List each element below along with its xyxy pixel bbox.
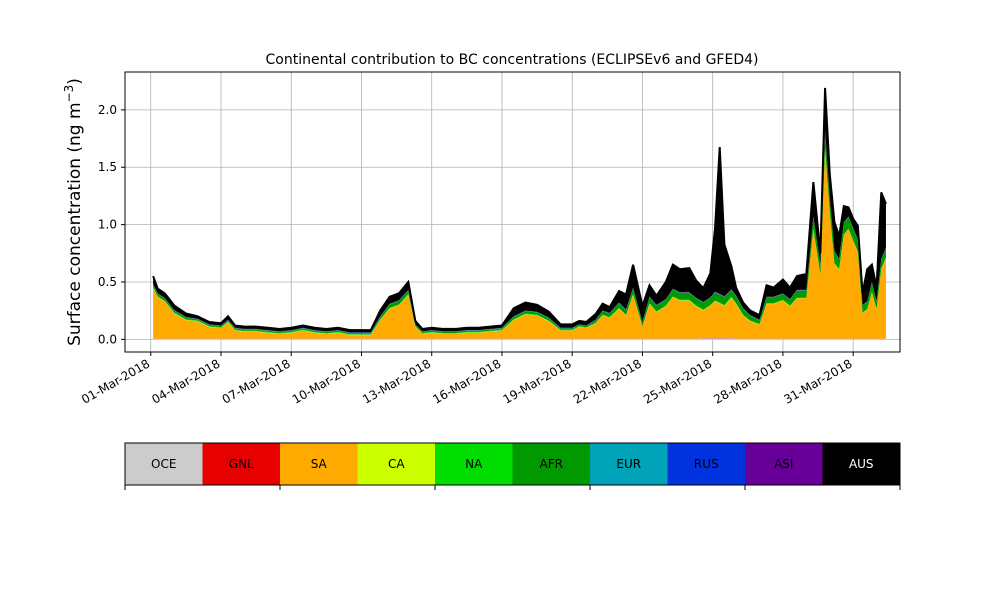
x-tick-label: 07-Mar-2018 bbox=[220, 356, 293, 406]
stacked-areas bbox=[153, 87, 886, 340]
legend-label-oce: OCE bbox=[151, 457, 176, 471]
chart-title: Continental contribution to BC concentra… bbox=[266, 52, 759, 68]
legend-label-na: NA bbox=[465, 457, 483, 471]
total-concentration-line bbox=[152, 87, 887, 332]
y-tick-label: 1.0 bbox=[98, 218, 117, 232]
y-tick-label: 2.0 bbox=[98, 103, 117, 117]
y-tick-label: 1.5 bbox=[98, 160, 117, 174]
legend-swatch-na bbox=[435, 443, 513, 485]
legend-label-asi: ASI bbox=[774, 457, 793, 471]
area-series-gnl bbox=[153, 338, 886, 339]
legend-label-ca: CA bbox=[388, 457, 405, 471]
x-tick-label: 16-Mar-2018 bbox=[430, 356, 503, 406]
legend-swatch-rus bbox=[667, 443, 745, 485]
legend-frame bbox=[124, 442, 901, 486]
y-tick-label: 0.0 bbox=[98, 332, 117, 346]
legend-swatch-ca bbox=[357, 443, 435, 485]
x-tick-label: 22-Mar-2018 bbox=[571, 356, 644, 406]
legend-label-gnl: GNL bbox=[229, 457, 254, 471]
x-tick-label: 10-Mar-2018 bbox=[290, 356, 363, 406]
legend-swatch-aus bbox=[822, 443, 900, 485]
y-axis-label-close: ) bbox=[65, 78, 85, 85]
legend-label-aus: AUS bbox=[849, 457, 874, 471]
area-series-sa bbox=[153, 149, 886, 339]
region-colorbar-legend: OCE GNL SA CA NA AFR EUR RUS ASI AUS bbox=[124, 442, 901, 490]
legend-label-sa: SA bbox=[311, 457, 328, 471]
y-axis-label-main: Surface concentration (ng m bbox=[65, 102, 85, 345]
y-axis-label: Surface concentration (ng m−3) bbox=[62, 78, 85, 346]
y-axis-ticks: 0.0 0.5 1.0 1.5 2.0 bbox=[98, 103, 125, 346]
x-tick-label: 04-Mar-2018 bbox=[149, 356, 222, 406]
legend-swatch-afr bbox=[512, 443, 590, 485]
x-tick-label: 01-Mar-2018 bbox=[79, 356, 152, 406]
x-tick-label: 25-Mar-2018 bbox=[641, 356, 714, 406]
legend-label-afr: AFR bbox=[540, 457, 563, 471]
x-tick-label: 28-Mar-2018 bbox=[711, 356, 784, 406]
legend-swatch-sa bbox=[280, 443, 358, 485]
y-axis-label-exponent: −3 bbox=[62, 85, 76, 103]
legend-label-rus: RUS bbox=[694, 457, 719, 471]
legend-swatch-gnl bbox=[202, 443, 280, 485]
legend-swatch-eur bbox=[590, 443, 668, 485]
plot-frame bbox=[124, 71, 901, 353]
legend-label-eur: EUR bbox=[616, 457, 641, 471]
area-series-aus bbox=[153, 87, 886, 333]
y-tick-label: 0.5 bbox=[98, 275, 117, 289]
x-tick-label: 19-Mar-2018 bbox=[501, 356, 574, 406]
x-axis-ticks: 01-Mar-201804-Mar-201807-Mar-201810-Mar-… bbox=[79, 352, 855, 407]
legend-swatch-oce bbox=[125, 443, 203, 485]
legend-swatch-asi bbox=[745, 443, 823, 485]
x-tick-label: 31-Mar-2018 bbox=[782, 356, 855, 406]
x-tick-label: 13-Mar-2018 bbox=[360, 356, 433, 406]
